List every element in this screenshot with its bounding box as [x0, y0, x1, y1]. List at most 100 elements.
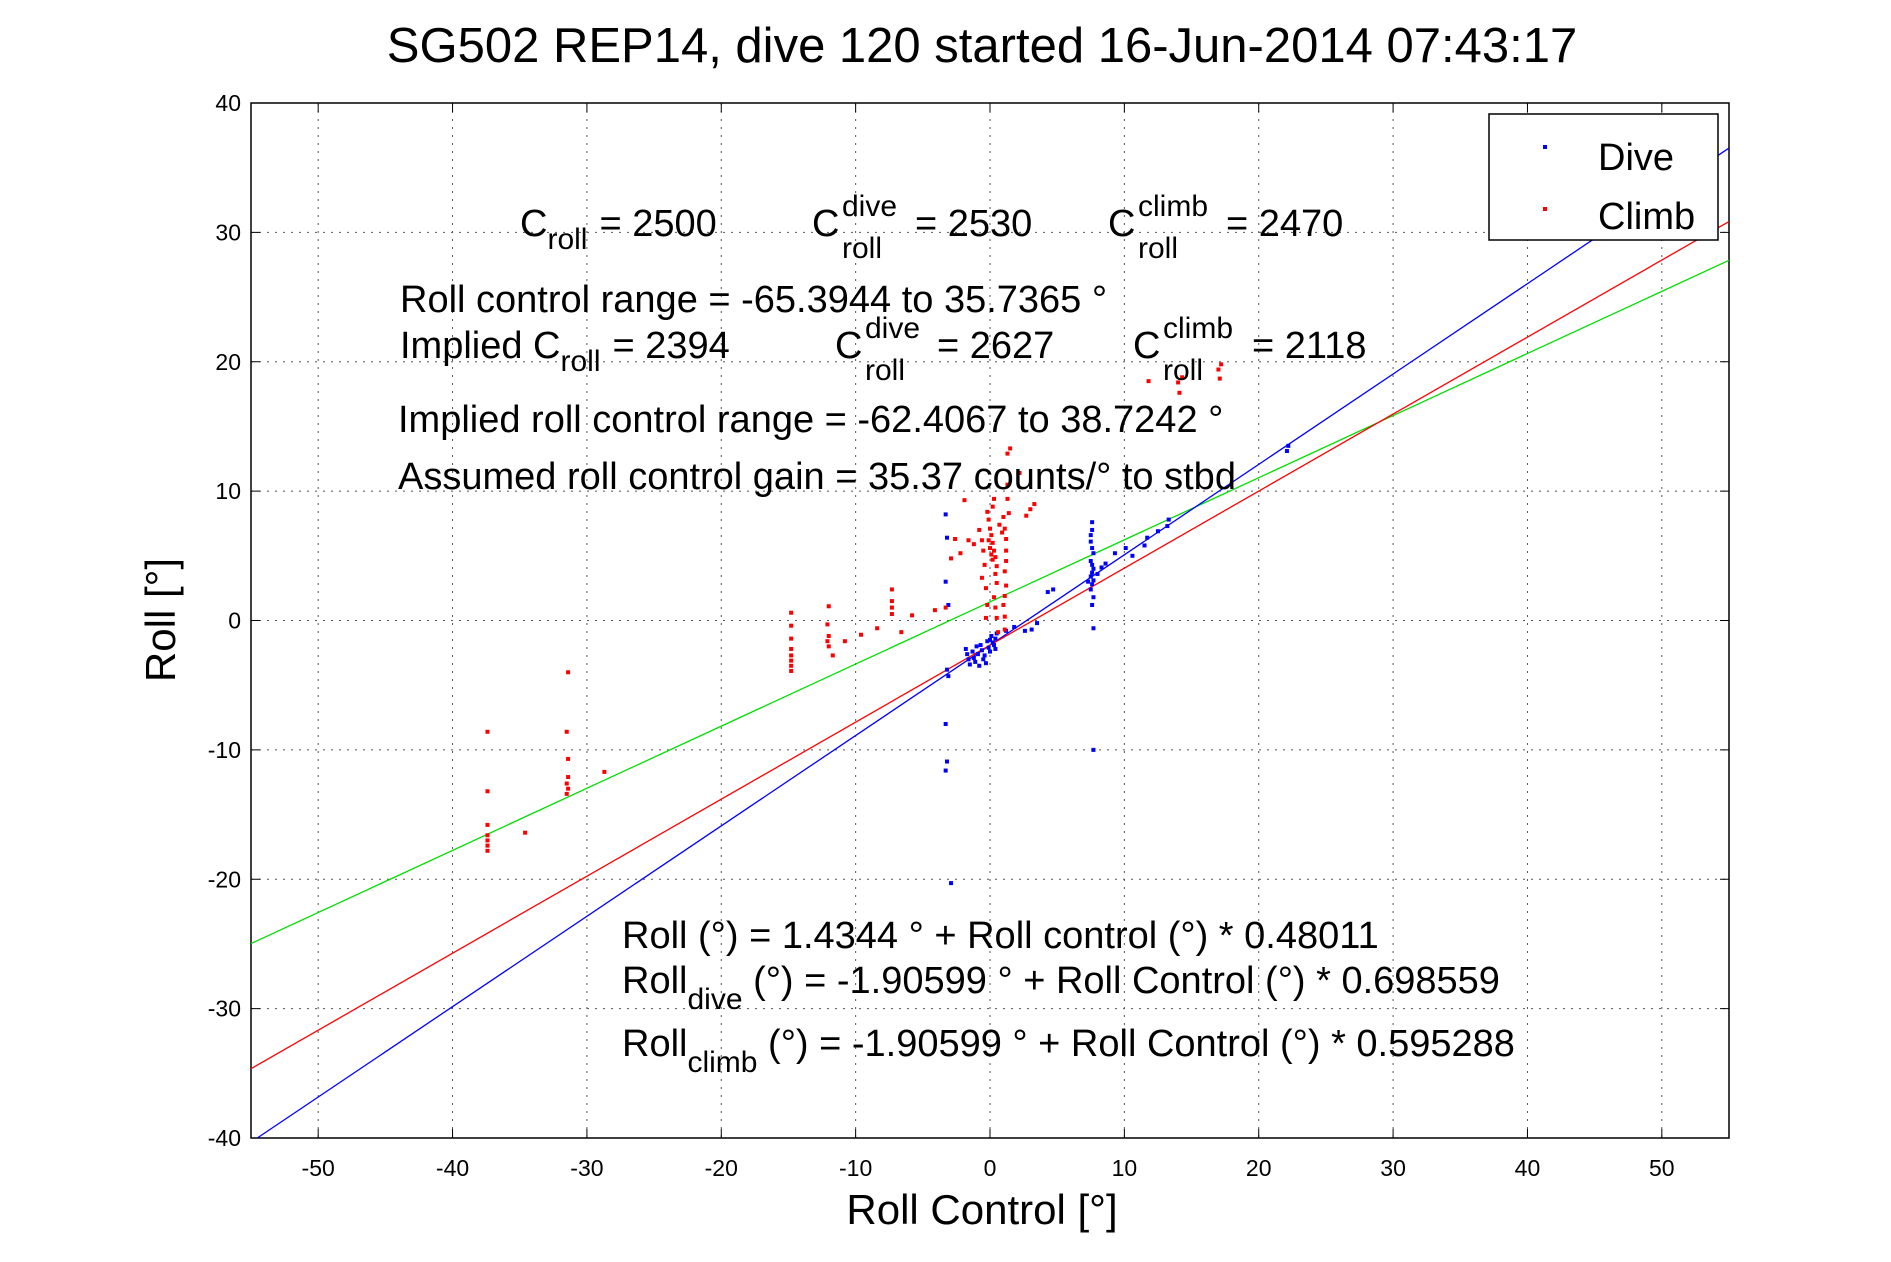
annotation-eq-dive-sub: dive — [687, 983, 742, 1016]
climb-point — [889, 612, 894, 617]
x-tick-label: 50 — [1649, 1155, 1675, 1181]
dive-point — [1166, 517, 1171, 522]
dive-point — [1035, 621, 1040, 626]
dive-point — [1091, 578, 1096, 583]
climb-point — [1002, 526, 1007, 531]
dive-point — [946, 602, 951, 607]
dive-point — [988, 637, 992, 642]
annotation-c-roll-label: C — [520, 203, 547, 245]
climb-point — [932, 608, 937, 613]
dive-point — [963, 646, 968, 651]
dive-point — [1090, 570, 1095, 575]
dive-point — [1103, 561, 1108, 566]
dive-point — [943, 722, 948, 726]
climb-point — [985, 509, 990, 514]
dive-point — [1029, 627, 1034, 632]
climb-point — [789, 663, 794, 668]
climb-point — [1001, 515, 1006, 519]
y-axis-label: Roll [°] — [137, 558, 184, 682]
dive-point — [988, 649, 992, 654]
climb-point — [485, 789, 490, 794]
dive-point — [1088, 539, 1093, 544]
annotation-eq-climb-sub: climb — [687, 1046, 757, 1079]
climb-point — [1004, 536, 1009, 541]
fit-line-climb — [250, 221, 1730, 1070]
climb-point — [1180, 375, 1185, 380]
climb-point — [485, 729, 490, 734]
dive-point — [945, 535, 950, 540]
x-tick-label: -40 — [436, 1155, 469, 1181]
legend-dive-label: Dive — [1598, 137, 1674, 179]
dive-point — [1142, 543, 1147, 548]
dive-point — [971, 656, 976, 661]
climb-point — [889, 605, 894, 610]
legend-dive-marker — [1543, 145, 1547, 149]
dive-point — [966, 657, 971, 662]
climb-point — [485, 833, 490, 838]
dive-point — [1155, 529, 1160, 534]
dive-point — [977, 663, 982, 668]
dive-point — [945, 667, 950, 672]
climb-point — [958, 551, 963, 556]
dive-point — [1088, 574, 1093, 579]
climb-point — [990, 504, 995, 509]
climb-point — [485, 848, 490, 853]
climb-point — [989, 533, 994, 538]
y-tick-label: 40 — [215, 90, 241, 116]
climb-point — [566, 756, 571, 761]
climb-point — [875, 626, 880, 631]
y-tick-label: -40 — [208, 1125, 241, 1151]
dive-point — [1099, 565, 1104, 570]
climb-point — [983, 586, 988, 591]
climb-point — [996, 630, 1001, 635]
dive-point — [981, 657, 986, 662]
annotation-c-dive-label: C — [812, 203, 839, 245]
climb-point — [983, 615, 988, 620]
y-tick-label: -20 — [208, 866, 241, 892]
dive-point — [993, 636, 998, 641]
axes-box — [250, 102, 1730, 1139]
annotation-eq-dive-label: Roll — [622, 960, 687, 1002]
annotation-c-roll: Croll = 2500 — [520, 203, 717, 256]
dive-point — [1095, 571, 1100, 576]
dive-point — [943, 768, 948, 773]
y-tick-label: -10 — [208, 737, 241, 763]
data-points — [485, 362, 1291, 886]
dive-point — [1090, 602, 1095, 607]
climb-point — [789, 623, 794, 628]
climb-point — [826, 644, 831, 649]
annotation-implied-dive-sub: roll — [865, 354, 905, 387]
y-tick-label: 20 — [215, 349, 241, 375]
climb-point — [564, 781, 569, 786]
dive-point — [1088, 558, 1093, 563]
annotation-implied-climb-sub: roll — [1163, 354, 1203, 387]
dive-point — [986, 645, 991, 650]
climb-point — [977, 527, 982, 532]
climb-point — [1008, 446, 1013, 451]
annotation-implied-dive-value: = 2627 — [937, 325, 1054, 367]
dive-point — [1091, 626, 1096, 631]
dive-point — [1091, 566, 1096, 571]
climb-point — [1216, 367, 1221, 372]
climb-point — [943, 605, 948, 610]
annotation-implied-climb-value: = 2118 — [1252, 325, 1366, 367]
y-tick-label: 10 — [215, 478, 241, 504]
climb-point — [825, 639, 830, 644]
annotation-eq-climb: Rollclimb (°) = -1.90599 ° + Roll Contro… — [622, 1023, 1515, 1079]
x-tick-label: 20 — [1246, 1155, 1272, 1181]
dive-point — [989, 634, 994, 639]
climb-point — [842, 639, 847, 644]
dive-point — [1045, 590, 1050, 595]
legend-climb-marker — [1543, 207, 1547, 211]
legend: Dive Climb — [1488, 113, 1719, 241]
climb-point — [899, 630, 904, 635]
climb-point — [826, 604, 831, 609]
climb-point — [990, 557, 995, 562]
climb-point — [910, 613, 915, 618]
climb-point — [981, 548, 986, 553]
climb-point — [1002, 627, 1007, 632]
dive-point — [993, 646, 998, 651]
dive-point — [973, 659, 978, 664]
dive-point — [985, 639, 990, 644]
annotation-eq-overall: Roll (°) = 1.4344 ° + Roll control (°) *… — [622, 915, 1379, 957]
